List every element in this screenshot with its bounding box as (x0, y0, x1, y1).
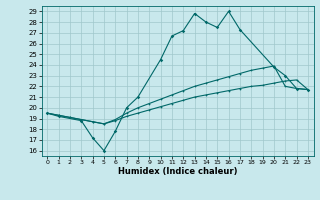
X-axis label: Humidex (Indice chaleur): Humidex (Indice chaleur) (118, 167, 237, 176)
